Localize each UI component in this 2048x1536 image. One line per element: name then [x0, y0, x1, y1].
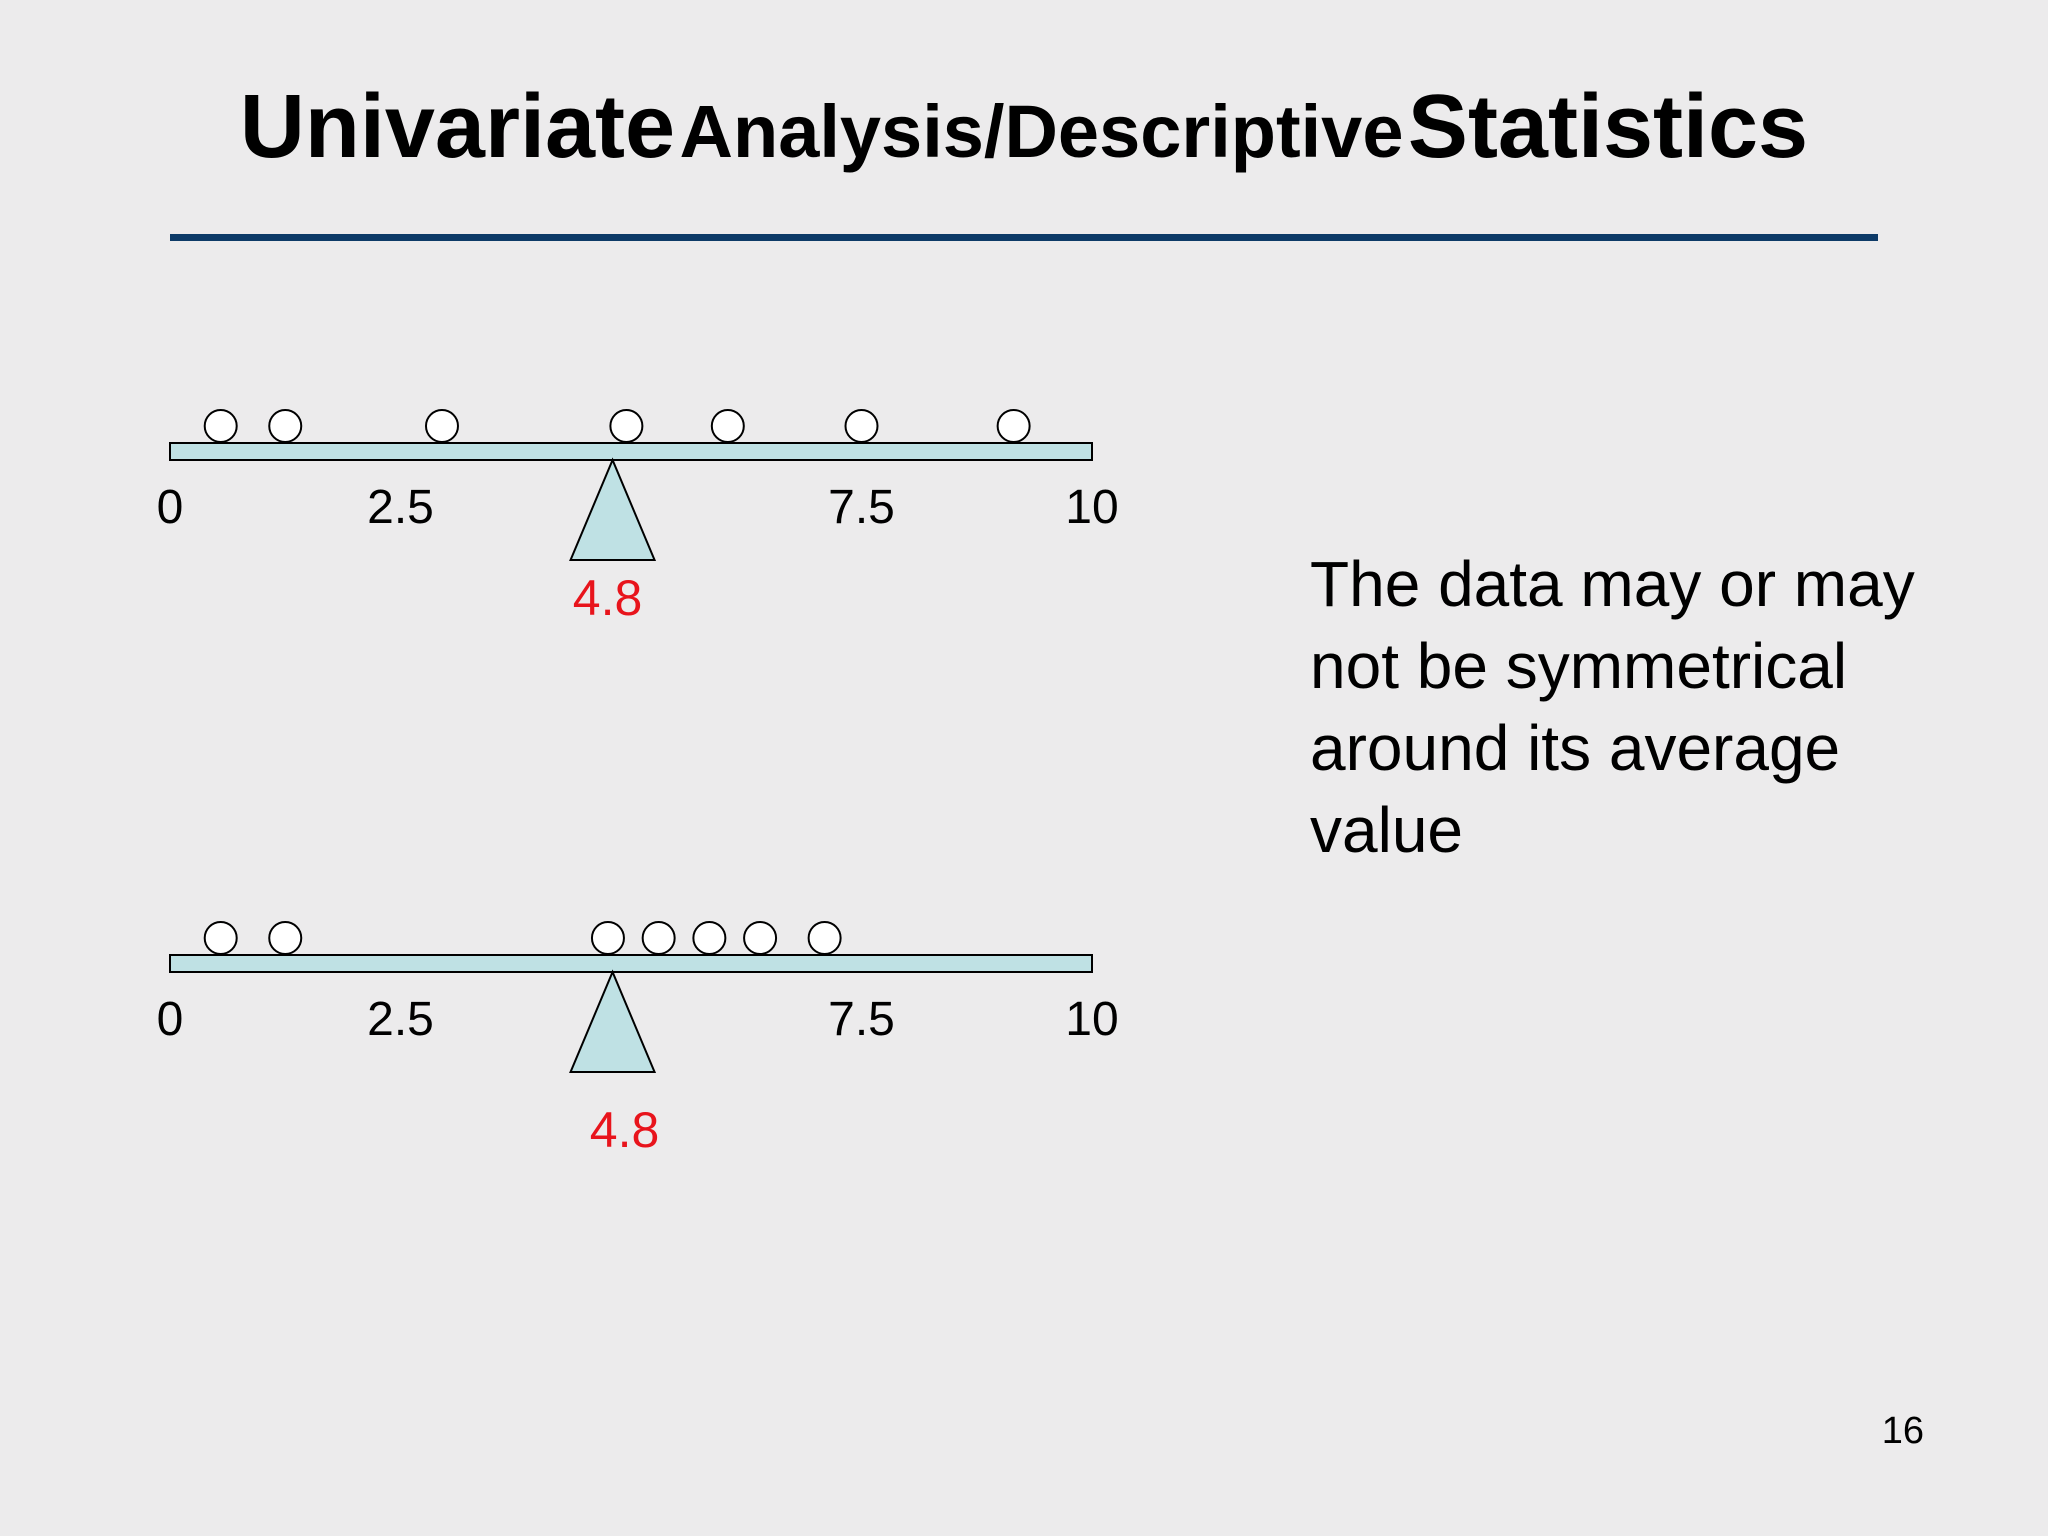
- data-point: [996, 409, 1031, 443]
- page-number: 16: [1881, 1410, 1924, 1452]
- balance-beam: [169, 954, 1093, 973]
- fulcrum-triangle: [569, 969, 657, 1073]
- data-point: [203, 921, 238, 955]
- mean-label: 4.8: [573, 570, 643, 626]
- data-point: [268, 409, 303, 443]
- slide-title: Univariate Analysis/Descriptive Statisti…: [0, 82, 2048, 172]
- title-part-statistics: Statistics: [1407, 77, 1809, 177]
- fulcrum-triangle: [569, 457, 657, 561]
- data-point: [641, 921, 676, 955]
- title-part-analysis: Analysis/Descriptive: [679, 90, 1404, 173]
- data-point: [268, 921, 303, 955]
- tick-label: 7.5: [828, 993, 895, 1046]
- mean-label: 4.8: [590, 1102, 660, 1158]
- seesaw-2: 0 2.5 7.5 10 4.8: [157, 921, 1119, 1158]
- tick-label: 2.5: [367, 481, 434, 534]
- data-point: [424, 409, 459, 443]
- tick-label: 2.5: [367, 993, 434, 1046]
- data-point: [743, 921, 778, 955]
- title-underline: [170, 234, 1878, 241]
- data-point: [609, 409, 644, 443]
- tick-label: 0: [157, 481, 184, 534]
- data-point: [710, 409, 745, 443]
- data-point: [203, 409, 238, 443]
- balance-beam: [169, 442, 1093, 461]
- seesaw-1: 0 2.5 7.5 10 4.8: [157, 409, 1119, 626]
- side-note: The data may or may not be symmetrical a…: [1310, 548, 1915, 866]
- data-point: [692, 921, 727, 955]
- title-part-univariate: Univariate: [239, 77, 676, 177]
- data-point: [844, 409, 879, 443]
- tick-label: 10: [1065, 481, 1118, 534]
- tick-label: 7.5: [828, 481, 895, 534]
- data-point: [807, 921, 842, 955]
- tick-label: 0: [157, 993, 184, 1046]
- data-point: [590, 921, 625, 955]
- tick-label: 10: [1065, 993, 1118, 1046]
